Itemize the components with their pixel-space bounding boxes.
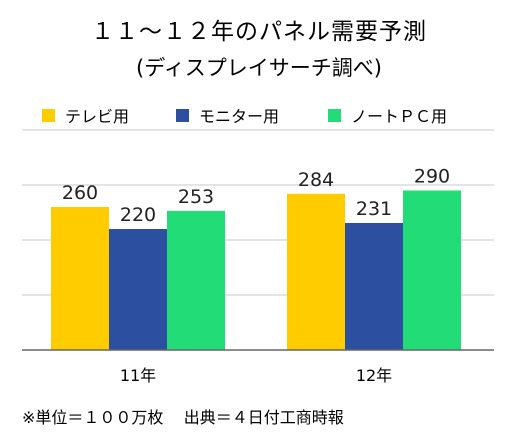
data-label: 260 <box>62 182 98 204</box>
data-label: 253 <box>178 186 214 208</box>
legend-label-notebook: ノートＰＣ用 <box>351 107 448 126</box>
data-label: 231 <box>356 198 392 220</box>
data-label: 220 <box>120 204 156 226</box>
legend-swatch-tv <box>42 108 55 122</box>
bar <box>109 229 167 350</box>
bar <box>403 190 461 350</box>
footer: ※単位＝１００万枚 出典＝４日付工商時報 <box>22 404 344 428</box>
legend-swatch-monitor <box>176 108 189 122</box>
legend-label-monitor: モニター用 <box>199 107 280 126</box>
source-note: 出典＝４日付工商時報 <box>183 408 344 427</box>
legend: テレビ用 モニター用 ノートＰＣ用 <box>0 103 518 129</box>
category-label: 11年 <box>120 366 156 385</box>
legend-item-tv: テレビ用 <box>42 103 129 127</box>
legend-label-tv: テレビ用 <box>65 107 130 126</box>
chart-subtitle: (ディスプレイサーチ調べ) <box>136 56 382 80</box>
unit-note: ※単位＝１００万枚 <box>22 408 164 427</box>
bar <box>51 207 109 350</box>
legend-item-monitor: モニター用 <box>176 103 279 127</box>
data-label: 290 <box>414 166 450 188</box>
category-label: 12年 <box>356 366 392 385</box>
bar <box>167 210 225 350</box>
data-label: 284 <box>298 169 334 191</box>
legend-item-notebook: ノートＰＣ用 <box>328 103 447 127</box>
chart-title: １１〜１２年のパネル需要予測 <box>91 19 427 45</box>
legend-swatch-notebook <box>328 108 341 122</box>
bar <box>345 222 403 350</box>
bar <box>287 193 345 350</box>
